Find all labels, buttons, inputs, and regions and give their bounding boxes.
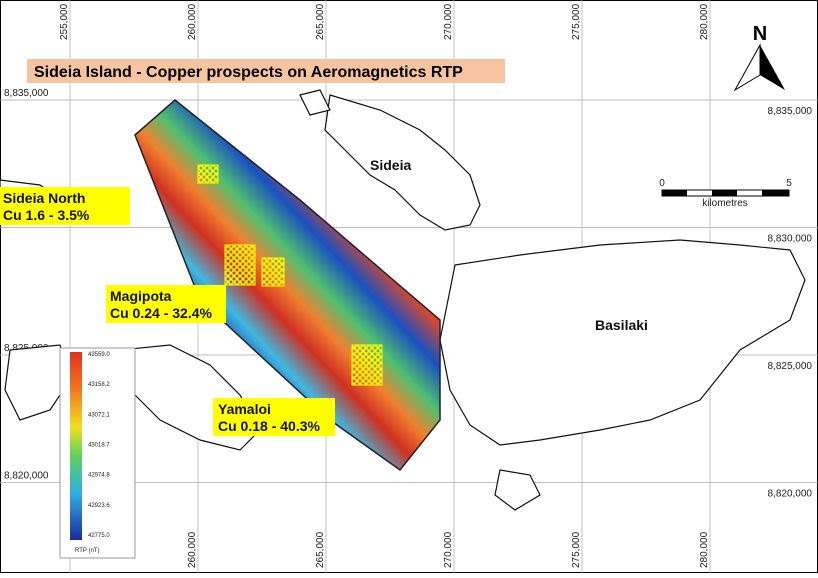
prospect-name: Magipota [110, 288, 172, 304]
legend-label: 43559.0 [88, 352, 110, 358]
legend-label: 42923.6 [88, 503, 110, 509]
grid-label: 8,835,000 [768, 106, 813, 117]
grid-label: 280,000 [699, 3, 710, 40]
legend-label: 43158.2 [88, 382, 110, 388]
prospect-grade: Cu 0.18 - 40.3% [218, 418, 320, 434]
label-box [213, 398, 335, 436]
scale-unit: kilometres [702, 198, 748, 209]
prospect-name: Sideia North [3, 190, 85, 206]
scale-bar: 0 5 kilometres [659, 178, 792, 209]
prospect-name: Yamaloi [218, 401, 271, 417]
prospect-grade: Cu 1.6 - 3.5% [3, 207, 90, 223]
prospect-grade: Cu 0.24 - 32.4% [110, 305, 212, 321]
grid-label: 280,000 [699, 531, 710, 568]
place-label: Basilaki [595, 317, 648, 333]
prospect-areas [197, 164, 383, 386]
north-arrow: N [733, 23, 785, 92]
label-box [0, 187, 130, 225]
grid-label: 8,835,000 [4, 88, 49, 99]
grid-label: 275,000 [571, 3, 582, 40]
scale-label: 5 [786, 178, 792, 189]
grid-label: 265,000 [315, 531, 326, 568]
title-box [27, 59, 505, 83]
grid-label: 260,000 [187, 531, 198, 568]
grid-label: 255,000 [59, 3, 70, 40]
grid-label: 8,820,000 [768, 489, 813, 500]
grid-label: 260,000 [187, 3, 198, 40]
scale-label: 0 [659, 178, 665, 189]
grid-label: 270,000 [443, 531, 454, 568]
grid-label: 8,820,000 [4, 471, 49, 482]
legend-unit: RTP (nT) [75, 548, 99, 554]
label-box [106, 285, 226, 323]
grid-label: 265,000 [315, 3, 326, 40]
legend-label: 43072.1 [88, 412, 110, 418]
legend: 43559.0 43158.2 43072.1 43018.7 42974.8 42923… [59, 347, 136, 559]
grid-label: 275,000 [571, 531, 582, 568]
title: Sideia Island - Copper prospects on Aero… [34, 64, 463, 81]
legend-label: 43018.7 [88, 443, 110, 449]
legend-label: 42775.0 [88, 533, 110, 539]
north-label: N [753, 23, 767, 45]
place-label: Sideia [370, 157, 411, 173]
grid-label: 270,000 [443, 3, 454, 40]
legend-label: 42974.8 [88, 473, 110, 479]
grid-label: 8,825,000 [768, 361, 813, 372]
grid-label: 8,830,000 [768, 234, 813, 245]
